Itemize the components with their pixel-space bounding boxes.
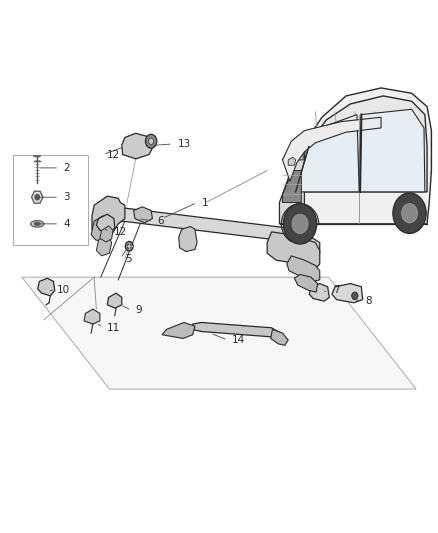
Polygon shape — [122, 133, 153, 159]
Text: 9: 9 — [136, 305, 142, 315]
Circle shape — [283, 204, 317, 244]
Text: 11: 11 — [107, 323, 120, 333]
Polygon shape — [107, 293, 122, 308]
Circle shape — [148, 138, 154, 144]
Polygon shape — [332, 284, 363, 303]
Polygon shape — [134, 207, 152, 223]
Text: 13: 13 — [177, 139, 191, 149]
Ellipse shape — [31, 221, 44, 227]
Polygon shape — [283, 143, 303, 160]
Text: 1: 1 — [201, 198, 208, 207]
Polygon shape — [296, 115, 359, 192]
Circle shape — [35, 195, 39, 200]
Circle shape — [402, 204, 417, 223]
Polygon shape — [309, 284, 329, 301]
Text: 14: 14 — [232, 335, 245, 345]
Polygon shape — [96, 214, 115, 233]
Polygon shape — [271, 329, 288, 345]
Polygon shape — [280, 88, 431, 224]
Text: 6: 6 — [158, 216, 164, 226]
Polygon shape — [179, 227, 197, 252]
Polygon shape — [283, 171, 301, 203]
Polygon shape — [162, 322, 195, 338]
Circle shape — [352, 292, 358, 300]
Text: 2: 2 — [64, 163, 70, 173]
Text: 8: 8 — [366, 296, 372, 306]
Text: 12: 12 — [107, 150, 120, 159]
Polygon shape — [100, 226, 113, 242]
Polygon shape — [293, 96, 427, 192]
Ellipse shape — [34, 222, 40, 225]
Text: 12: 12 — [114, 227, 127, 237]
Circle shape — [393, 193, 426, 233]
Polygon shape — [84, 309, 100, 324]
Circle shape — [125, 241, 133, 251]
Polygon shape — [92, 196, 125, 237]
Polygon shape — [13, 155, 88, 245]
Text: 7: 7 — [333, 286, 339, 295]
Polygon shape — [96, 235, 112, 256]
Polygon shape — [279, 144, 304, 224]
Polygon shape — [283, 117, 381, 181]
Polygon shape — [294, 274, 318, 292]
Polygon shape — [38, 278, 55, 296]
Text: 10: 10 — [57, 286, 70, 295]
Text: 4: 4 — [64, 219, 70, 229]
Polygon shape — [32, 191, 43, 203]
Text: 5: 5 — [125, 254, 131, 263]
Polygon shape — [360, 109, 425, 192]
Polygon shape — [288, 157, 296, 165]
Polygon shape — [22, 277, 416, 389]
Polygon shape — [287, 256, 320, 281]
Circle shape — [145, 134, 157, 148]
Circle shape — [127, 244, 131, 248]
Polygon shape — [91, 216, 110, 243]
Polygon shape — [105, 208, 320, 253]
Polygon shape — [193, 322, 280, 337]
Circle shape — [292, 214, 308, 233]
Polygon shape — [267, 232, 320, 269]
Text: 3: 3 — [64, 192, 70, 202]
